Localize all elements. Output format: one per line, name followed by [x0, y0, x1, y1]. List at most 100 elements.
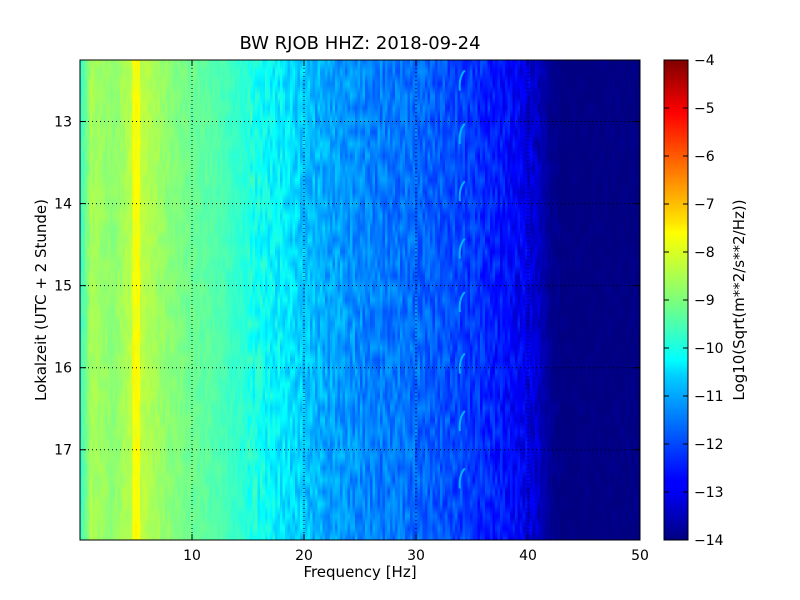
spectrogram-cell — [175, 60, 179, 540]
spectrogram-cell — [107, 60, 111, 540]
event-mark — [458, 123, 466, 144]
spectrogram-cell — [345, 60, 349, 540]
grid-lines — [80, 60, 640, 540]
colorbar-tick-label: −4 — [694, 53, 715, 69]
spectrogram-cell — [495, 60, 499, 540]
spectrogram-cell — [522, 60, 526, 540]
spectrogram-cell — [490, 60, 494, 540]
colorbar-tick-label: −10 — [694, 341, 724, 357]
spectrogram-cell — [420, 60, 424, 540]
event-mark — [458, 291, 466, 313]
spectrogram-cell — [117, 60, 121, 540]
spectrogram-cell — [417, 60, 421, 540]
spectrogram-cell — [527, 60, 531, 540]
spectrogram-cell — [402, 60, 406, 540]
spectrogram-cell — [497, 60, 501, 540]
x-tick-label: 10 — [183, 548, 201, 564]
spectrogram-cell — [397, 60, 401, 540]
spectrogram-cell — [187, 60, 191, 540]
y-tick-label: 13 — [54, 115, 72, 131]
spectrogram-cell — [220, 60, 224, 540]
spectrogram-cell — [435, 60, 439, 540]
spectrogram-cell — [530, 60, 534, 540]
spectrogram-cell — [430, 60, 434, 540]
spectrogram-cell — [212, 60, 216, 540]
event-mark — [458, 238, 466, 259]
spectrogram-cell — [205, 60, 209, 540]
spectrogram-cell — [347, 60, 351, 540]
spectrogram-cell — [392, 60, 396, 540]
colorbar-label: Log10(Sqrt(m**2/s**2/Hz)) — [730, 199, 748, 400]
spectrogram-cell — [337, 60, 341, 540]
spectrogram-cell — [507, 60, 511, 540]
spectrogram-cell — [602, 60, 606, 540]
spectrogram-cell — [225, 60, 229, 540]
spectrogram-cell — [90, 60, 94, 540]
x-axis-ticks: 10 20 30 40 50 — [183, 60, 649, 564]
spectrogram-cell — [222, 60, 226, 540]
spectrogram-cell — [135, 60, 139, 540]
spectrogram-cell — [395, 60, 399, 540]
spectrogram-cell — [310, 60, 314, 540]
spectrogram-cell — [502, 60, 506, 540]
spectrogram-cell — [547, 60, 551, 540]
spectrogram-cell — [105, 60, 109, 540]
spectrogram-cell — [575, 60, 579, 540]
spectrogram-cell — [207, 60, 211, 540]
spectrogram-cell — [132, 60, 136, 540]
x-tick-label: 50 — [631, 548, 649, 564]
spectrogram-cell — [180, 60, 184, 540]
spectrogram-cell — [405, 60, 409, 540]
spectrogram-cell — [552, 60, 556, 540]
spectrogram-cell — [470, 60, 474, 540]
y-tick-label: 14 — [54, 197, 72, 213]
spectrogram-cell — [355, 60, 359, 540]
spectrogram-cell — [477, 60, 481, 540]
plot-frame — [79, 59, 641, 541]
spectrogram-cell — [255, 60, 259, 540]
spectrogram-cell — [557, 60, 561, 540]
spectrogram-cell — [155, 60, 159, 540]
spectrogram-cell — [350, 60, 354, 540]
spectrogram-cell — [442, 60, 446, 540]
spectrogram-cell — [525, 60, 529, 540]
spectrogram-cell — [262, 60, 266, 540]
spectrogram-cell — [570, 60, 574, 540]
spectrogram-cell — [627, 60, 631, 540]
spectrogram-cell — [137, 60, 141, 540]
spectrogram-cell — [532, 60, 536, 540]
spectrogram-cell — [335, 60, 339, 540]
spectrogram-cell — [597, 60, 601, 540]
spectrogram-cell — [365, 60, 369, 540]
spectrogram-cell — [342, 60, 346, 540]
spectrogram-cell — [122, 60, 126, 540]
spectrogram-cell — [127, 60, 131, 540]
spectrogram-cell — [367, 60, 371, 540]
spectrogram-cell — [390, 60, 394, 540]
spectrogram-cell — [325, 60, 329, 540]
spectrogram-cell — [427, 60, 431, 540]
spectrogram-cell — [120, 60, 124, 540]
spectrogram-cell — [562, 60, 566, 540]
y-tick-label: 16 — [54, 361, 72, 377]
spectrogram-cell — [145, 60, 149, 540]
spectrogram-cell — [610, 60, 614, 540]
event-mark — [458, 69, 466, 91]
spectrogram-cell — [385, 60, 389, 540]
spectrogram-cell — [237, 60, 241, 540]
y-tick-label: 15 — [54, 279, 72, 295]
spectrogram-cell — [230, 60, 234, 540]
spectrogram-cell — [227, 60, 231, 540]
spectrogram-cell — [172, 60, 176, 540]
spectrogram-cell — [92, 60, 96, 540]
spectrogram-cell — [600, 60, 604, 540]
spectrogram-cell — [322, 60, 326, 540]
chart-title: BW RJOB HHZ: 2018-09-24 — [239, 33, 480, 54]
spectrogram-cell — [632, 60, 636, 540]
spectrogram-cell — [515, 60, 519, 540]
spectrogram-cell — [165, 60, 169, 540]
spectrogram-cell — [517, 60, 521, 540]
spectrogram-cell — [85, 60, 89, 540]
y-axis-ticks: 13 14 15 16 17 — [54, 115, 640, 459]
x-tick-label: 30 — [407, 548, 425, 564]
